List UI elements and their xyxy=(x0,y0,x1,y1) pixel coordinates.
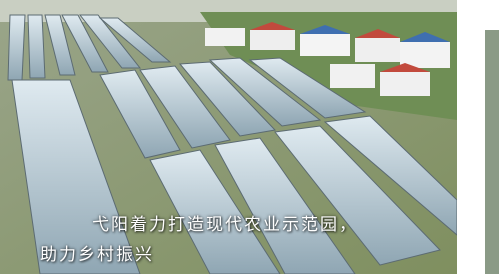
caption-line: 助力乡村振兴 xyxy=(40,240,154,265)
page: 弋阳着力打造现代农业示范园， 助力乡村振兴 xyxy=(0,0,499,274)
side-photo xyxy=(485,30,499,274)
caption-line: 弋阳着力打造现代农业示范园， xyxy=(92,210,358,235)
gap xyxy=(457,0,485,274)
